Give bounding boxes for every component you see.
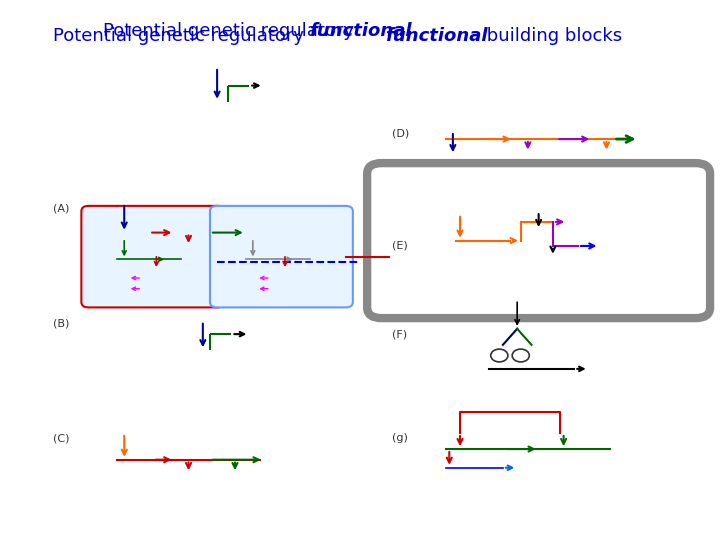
Text: (C): (C) <box>53 433 69 443</box>
Text: (B): (B) <box>53 319 69 328</box>
Text: Potential genetic regulatory: Potential genetic regulatory <box>103 22 360 39</box>
FancyBboxPatch shape <box>367 163 710 318</box>
Text: functional: functional <box>309 22 411 39</box>
Text: (g): (g) <box>392 433 408 443</box>
Text: (A): (A) <box>53 204 69 213</box>
FancyBboxPatch shape <box>210 206 353 307</box>
FancyBboxPatch shape <box>81 206 224 307</box>
Text: Potential genetic regulatory: Potential genetic regulatory <box>53 27 310 45</box>
Text: building blocks: building blocks <box>482 27 623 45</box>
Text: functional: functional <box>385 27 487 45</box>
Text: (F): (F) <box>392 329 408 339</box>
Text: (D): (D) <box>392 129 410 139</box>
Text: (E): (E) <box>392 241 408 251</box>
